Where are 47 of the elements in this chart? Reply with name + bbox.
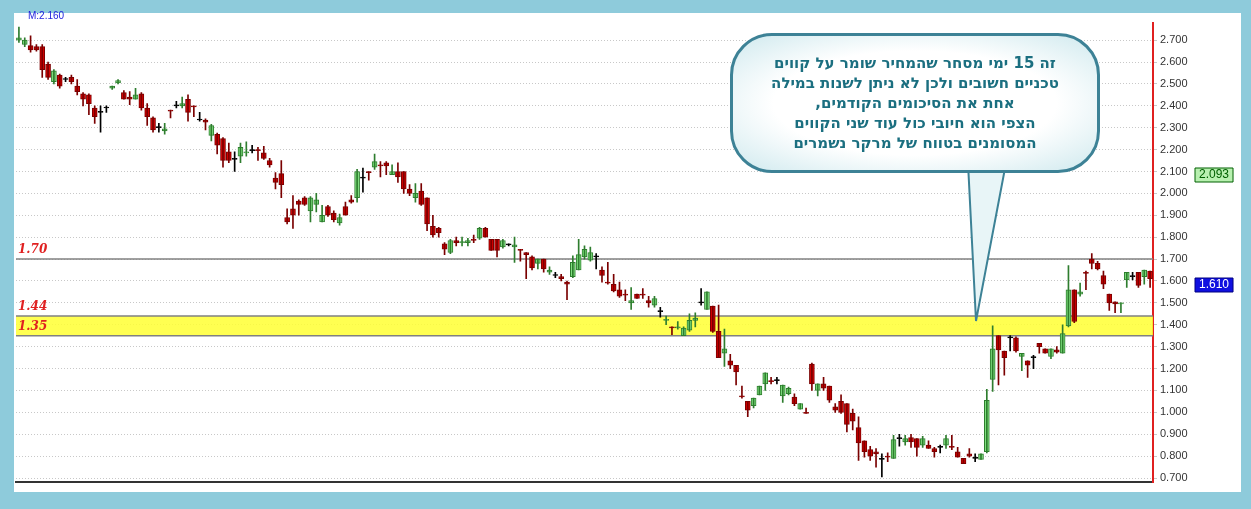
candlestick bbox=[698, 288, 704, 306]
ref-line-label: 1.35 bbox=[18, 318, 48, 333]
candlestick bbox=[191, 105, 197, 118]
ref-line-label: 1.44 bbox=[18, 299, 48, 314]
y-tick-label: 2.700 bbox=[1160, 33, 1188, 46]
candlestick bbox=[972, 453, 978, 462]
y-tick-label: 1.700 bbox=[1160, 252, 1188, 265]
y-tick-label: 1.100 bbox=[1160, 383, 1188, 396]
candlestick bbox=[1083, 270, 1089, 291]
y-tick-label: 1.600 bbox=[1160, 274, 1188, 286]
candlestick bbox=[663, 315, 669, 326]
candlestick bbox=[669, 326, 675, 335]
y-tick-label: 0.800 bbox=[1160, 449, 1188, 462]
candlestick bbox=[249, 144, 255, 154]
candlestick bbox=[639, 288, 646, 299]
candlestick bbox=[593, 253, 599, 270]
y-tick-label: 1.400 bbox=[1160, 317, 1188, 330]
y-tick-label: 2.500 bbox=[1160, 76, 1188, 89]
y-tick-label: 2.100 bbox=[1160, 164, 1188, 177]
candlestick bbox=[1118, 302, 1124, 314]
y-tick-label: 2.000 bbox=[1160, 186, 1188, 199]
candlestick bbox=[884, 452, 891, 462]
ref-line-label: 1.70 bbox=[18, 242, 48, 257]
y-tick-label: 2.400 bbox=[1160, 98, 1188, 111]
candlestick bbox=[1007, 335, 1013, 352]
y-tick-label: 1.500 bbox=[1160, 295, 1188, 308]
y-tick-label: 1.900 bbox=[1160, 208, 1188, 221]
candlestick bbox=[505, 243, 512, 247]
y-tick-label: 2.300 bbox=[1160, 120, 1188, 133]
candlestick bbox=[604, 262, 611, 285]
y-tick-label: 0.900 bbox=[1160, 427, 1188, 440]
candlestick bbox=[360, 167, 366, 193]
text: 2.093 bbox=[1199, 167, 1230, 182]
candlestick bbox=[949, 435, 955, 450]
text: M:2.160 bbox=[28, 10, 65, 21]
y-tick-label: 0.700 bbox=[1160, 471, 1188, 484]
y-tick-label: 1.800 bbox=[1160, 230, 1188, 243]
candlestick bbox=[674, 321, 681, 330]
text: 1.610 bbox=[1199, 277, 1230, 292]
candlestick bbox=[739, 385, 745, 399]
y-tick-label: 2.200 bbox=[1160, 142, 1188, 155]
y-tick-label: 1.200 bbox=[1160, 361, 1188, 374]
y-tick-label: 1.300 bbox=[1160, 339, 1188, 352]
annotation: זה 15 ימי מסחר שהמחיר שומר על קווים טכניים חשובים ולכן לא ניתן לשנות במילה אחת את הסיכומים הקודמים, הצפי הוא חיובי כול עוד שני הקווים המסומנים בטווח של מרקר נשמרים bbox=[771, 53, 1059, 153]
y-tick-label: 2.600 bbox=[1160, 55, 1188, 68]
candlestick bbox=[156, 122, 162, 133]
y-tick-label: 1.000 bbox=[1160, 405, 1188, 418]
